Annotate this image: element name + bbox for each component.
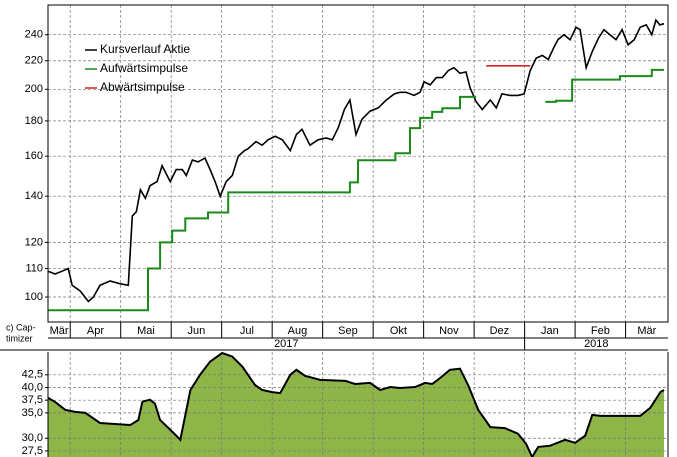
x-tick-label: Jul xyxy=(240,325,254,337)
y-tick-label: 240 xyxy=(25,29,43,41)
legend-label: Kursverlauf Aktie xyxy=(100,42,190,56)
y-tick-label: 110 xyxy=(25,262,43,274)
x-tick-label: Feb xyxy=(591,325,610,337)
y-tick-label: 42,5 xyxy=(22,369,43,381)
x-tick-label: Mär xyxy=(50,325,69,337)
y-tick-label: 40,0 xyxy=(22,381,43,393)
y-tick-label: 220 xyxy=(25,55,43,67)
x-tick-label: Okt xyxy=(390,325,407,337)
panel-label: c) Cap- xyxy=(6,322,36,332)
y-tick-label: 160 xyxy=(25,150,43,162)
y-tick-label: 37,5 xyxy=(22,394,43,406)
plot-frame xyxy=(47,4,669,323)
x-tick-label: Dez xyxy=(490,325,510,337)
y-tick-label: 27,5 xyxy=(22,445,43,457)
area-line xyxy=(47,351,665,457)
legend-label: Aufwärtsimpulse xyxy=(100,61,188,75)
y-tick-label: 120 xyxy=(25,236,43,248)
series-line xyxy=(47,18,665,303)
x-tick-label: Jan xyxy=(541,325,559,337)
y-tick-label: 30,0 xyxy=(22,432,43,444)
y-tick-label: 35,0 xyxy=(22,407,43,419)
series-line xyxy=(48,68,664,312)
x-tick-label: Jun xyxy=(188,325,206,337)
x-tick-label: Nov xyxy=(439,325,459,337)
y-tick-label: 200 xyxy=(25,83,43,95)
year-label: 2018 xyxy=(584,338,608,350)
x-tick-label: Apr xyxy=(87,325,104,337)
x-tick-label: Sep xyxy=(338,325,358,337)
x-tick-label: Mai xyxy=(137,325,155,337)
panel-label: timizer xyxy=(6,333,33,343)
y-tick-label: 100 xyxy=(25,291,43,303)
y-tick-label: 180 xyxy=(25,115,43,127)
x-tick-label: Mär xyxy=(637,325,656,337)
x-tick-label: Aug xyxy=(288,325,308,337)
year-label: 2017 xyxy=(274,338,298,350)
y-tick-label: 140 xyxy=(25,190,43,202)
legend-label: Abwärtsimpulse xyxy=(100,80,185,94)
